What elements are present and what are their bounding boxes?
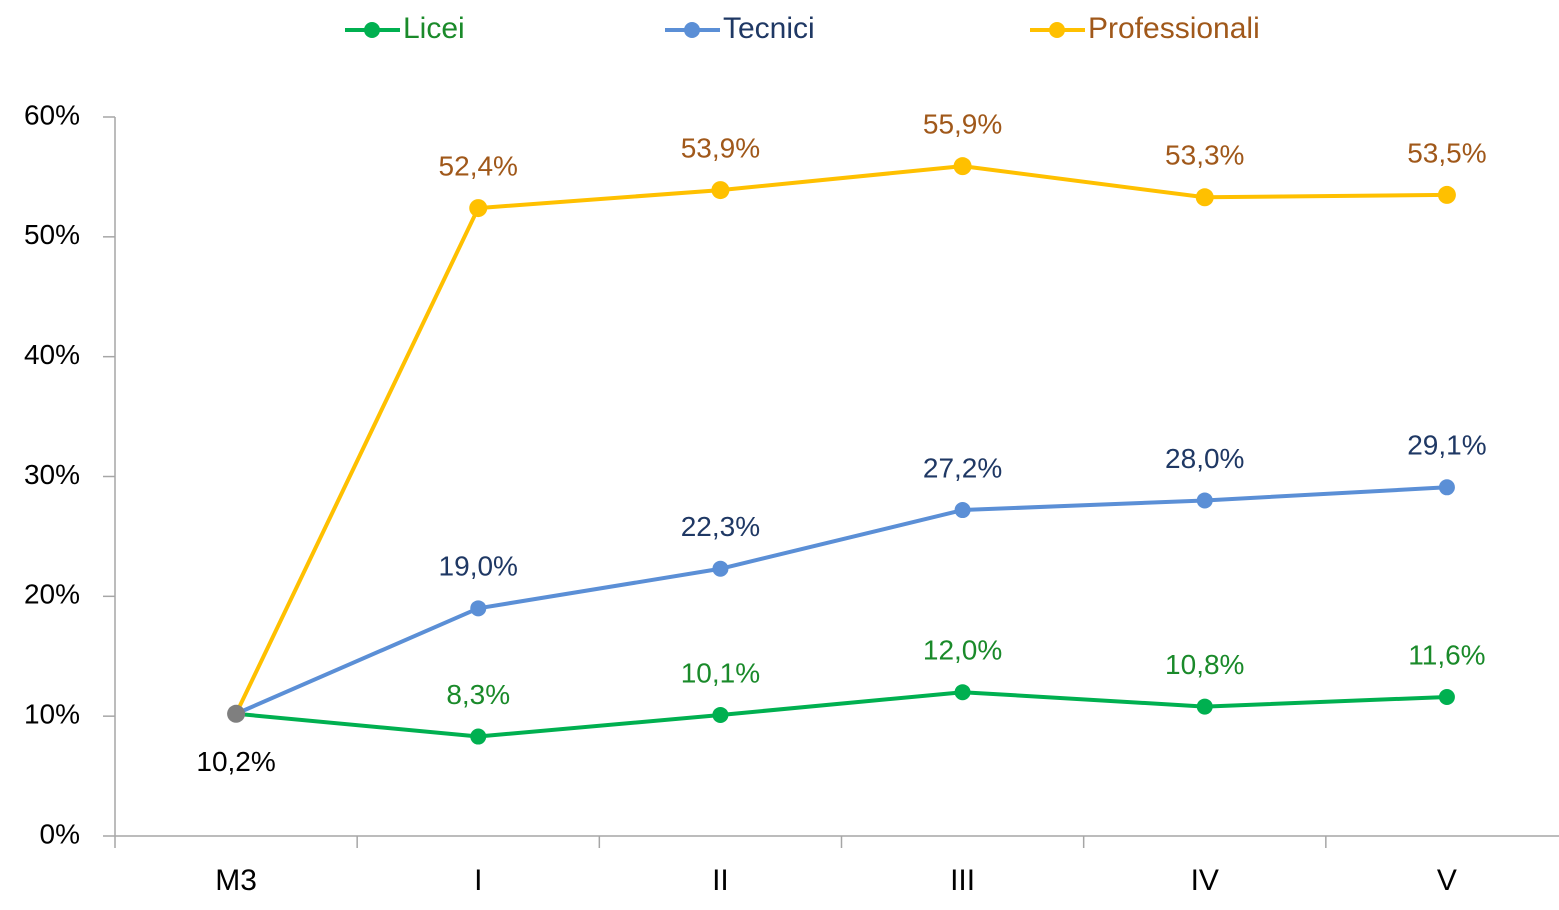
y-tick-label: 60% bbox=[24, 99, 80, 130]
data-label: 19,0% bbox=[439, 551, 518, 582]
data-label: 53,5% bbox=[1407, 137, 1486, 168]
data-label: 10,2% bbox=[196, 746, 275, 777]
series-line bbox=[235, 690, 1447, 739]
x-tick-label: II bbox=[712, 864, 729, 897]
data-label: 29,1% bbox=[1407, 430, 1486, 461]
data-label: 53,9% bbox=[681, 132, 760, 163]
y-tick-label: 40% bbox=[24, 339, 80, 370]
data-label: 28,0% bbox=[1165, 443, 1244, 474]
data-label: 22,3% bbox=[681, 511, 760, 542]
legend-label: Licei bbox=[403, 12, 465, 45]
legend-marker bbox=[364, 22, 380, 38]
data-label: 52,4% bbox=[439, 150, 518, 181]
marker bbox=[1438, 479, 1455, 496]
marker bbox=[1196, 698, 1213, 715]
y-tick-label: 30% bbox=[24, 459, 80, 490]
marker bbox=[1438, 688, 1455, 705]
marker bbox=[712, 706, 729, 723]
x-tick-label: III bbox=[950, 864, 975, 897]
data-label: 10,1% bbox=[681, 657, 760, 688]
marker bbox=[711, 181, 730, 200]
legend-label: Tecnici bbox=[723, 12, 815, 45]
x-tick-label: IV bbox=[1191, 864, 1219, 897]
y-tick-label: 0% bbox=[40, 818, 80, 849]
y-tick-label: 20% bbox=[24, 579, 80, 610]
data-label: 27,2% bbox=[923, 452, 1002, 483]
y-tick-label: 10% bbox=[24, 699, 80, 730]
marker bbox=[954, 684, 971, 701]
marker bbox=[470, 600, 487, 617]
data-label: 8,3% bbox=[446, 679, 510, 710]
x-tick-label: I bbox=[474, 864, 482, 897]
marker bbox=[1195, 188, 1214, 207]
marker bbox=[953, 157, 972, 176]
marker bbox=[469, 199, 488, 218]
x-tick-label: M3 bbox=[215, 864, 257, 897]
legend-marker bbox=[684, 22, 700, 38]
marker bbox=[227, 704, 246, 723]
series-line bbox=[235, 485, 1448, 716]
x-tick-label: V bbox=[1437, 864, 1457, 897]
data-label: 12,0% bbox=[923, 635, 1002, 666]
data-label: 10,8% bbox=[1165, 649, 1244, 680]
marker bbox=[1437, 185, 1456, 204]
legend-marker bbox=[1049, 22, 1065, 38]
data-label: 11,6% bbox=[1408, 639, 1485, 670]
marker bbox=[1196, 492, 1213, 509]
y-tick-label: 50% bbox=[24, 219, 80, 250]
legend-label: Professionali bbox=[1088, 12, 1260, 45]
marker bbox=[470, 728, 487, 745]
data-label: 53,3% bbox=[1165, 140, 1244, 171]
data-label: 55,9% bbox=[923, 109, 1002, 140]
marker bbox=[954, 502, 971, 519]
series-line bbox=[234, 164, 1447, 715]
marker bbox=[712, 560, 729, 577]
